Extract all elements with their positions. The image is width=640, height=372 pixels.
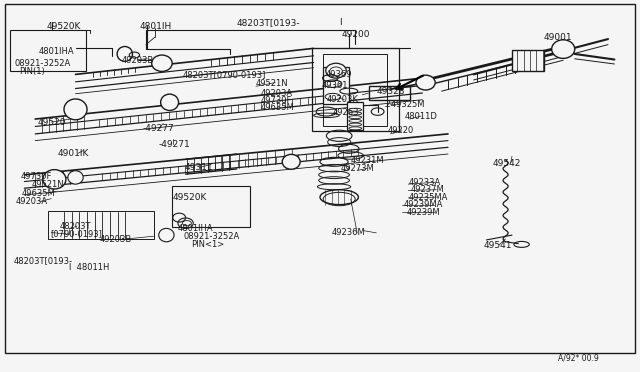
Text: 49311: 49311 [184,163,213,172]
Ellipse shape [326,63,346,78]
Text: 49220: 49220 [388,126,414,135]
Text: 49542: 49542 [493,159,521,168]
Text: 49231M: 49231M [351,156,385,165]
Text: 48203T[0790-0193]: 48203T[0790-0193] [182,70,266,79]
Text: 49273M: 49273M [341,164,375,173]
Text: 49328: 49328 [376,87,405,96]
Text: 48203T: 48203T [60,222,91,231]
Text: 49237M: 49237M [411,185,445,194]
Text: -49277: -49277 [142,124,174,133]
Text: 4901lK: 4901lK [58,149,89,158]
Text: 4801lH: 4801lH [140,22,172,31]
Text: A/92* 00.9: A/92* 00.9 [558,353,599,362]
Text: PIN(1): PIN(1) [19,67,45,76]
Text: 49239M: 49239M [407,208,441,217]
Text: [0790-0193]: [0790-0193] [50,229,102,238]
Text: 49730F: 49730F [20,172,52,181]
Text: 48011D: 48011D [405,112,438,121]
Text: 49203B: 49203B [99,235,131,244]
Text: -49271: -49271 [159,140,191,149]
Text: 4801lHA: 4801lHA [178,224,214,233]
Bar [347,102,363,130]
Text: 49200: 49200 [342,30,371,39]
Text: 49635M: 49635M [261,103,295,112]
Ellipse shape [68,171,83,184]
Text: PIN<1>: PIN<1> [191,240,224,248]
Text: 4801lHA: 4801lHA [38,47,74,56]
Text: l: l [339,18,342,27]
Text: 49236M: 49236M [332,228,365,237]
Text: 49635M: 49635M [22,189,56,198]
Text: 08921-3252A: 08921-3252A [14,59,70,68]
Bar [512,50,544,71]
Text: 49521N: 49521N [32,180,65,189]
Ellipse shape [282,154,300,169]
Ellipse shape [416,75,435,90]
Bar [312,48,399,131]
Ellipse shape [43,170,66,189]
Text: 49203A: 49203A [261,89,293,98]
Text: 49203K: 49203K [326,95,358,104]
Text: 48203T[0193-: 48203T[0193- [237,18,300,27]
Bar [10,30,86,71]
Ellipse shape [552,40,575,58]
Bar [323,67,349,104]
Ellipse shape [64,99,87,120]
Bar [369,86,410,100]
Text: 48203T[0193-: 48203T[0193- [14,256,73,265]
Text: 49520K: 49520K [173,193,207,202]
Text: 08921-3252A: 08921-3252A [183,232,239,241]
Ellipse shape [152,55,172,71]
Bar [172,186,250,227]
Text: 49520K: 49520K [47,22,81,31]
Text: 49235MA: 49235MA [408,193,448,202]
Text: 49520: 49520 [37,118,66,126]
Text: 49203B: 49203B [122,56,154,65]
Text: 49263: 49263 [332,108,358,117]
Text: 49521N: 49521N [256,79,289,88]
Bar [48,211,154,239]
Text: 49239MA: 49239MA [403,200,443,209]
Text: .249325M: .249325M [383,100,424,109]
Text: 49001: 49001 [544,33,573,42]
Text: 49541: 49541 [484,241,513,250]
Text: l  48011H: l 48011H [69,263,109,272]
Text: 49233A: 49233A [408,178,440,187]
Text: 49203A: 49203A [15,197,47,206]
Ellipse shape [117,46,132,61]
Text: 49361: 49361 [322,81,348,90]
Bar [323,54,387,126]
Text: 49730F: 49730F [261,96,292,105]
Text: 49369: 49369 [326,70,352,79]
Ellipse shape [161,94,179,110]
